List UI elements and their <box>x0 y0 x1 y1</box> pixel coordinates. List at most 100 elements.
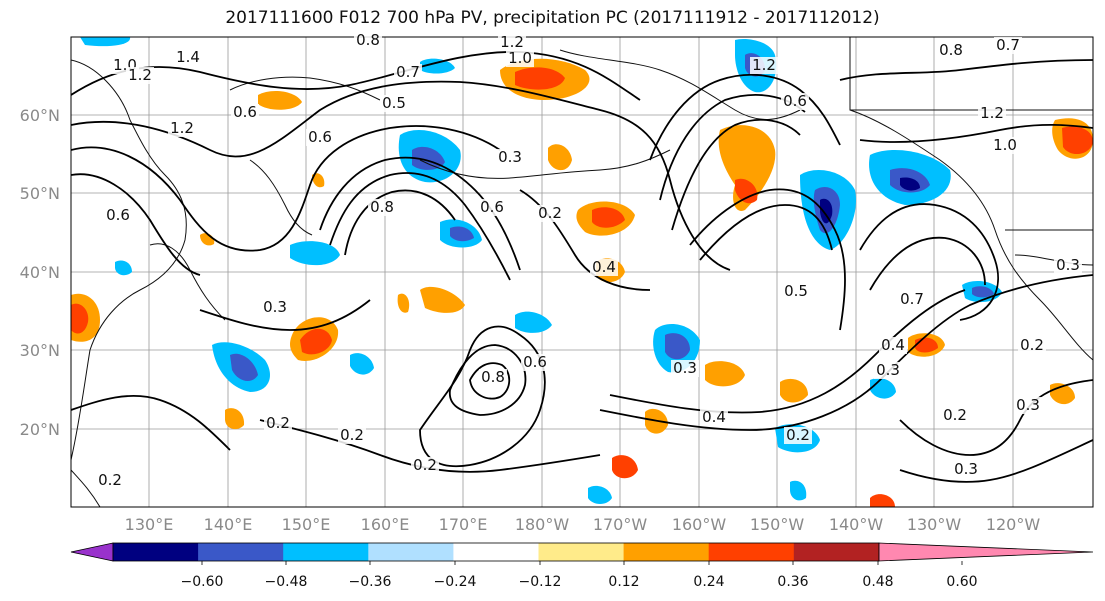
contour-label: 0.2 <box>340 426 364 444</box>
contour-label-bg <box>536 205 564 222</box>
na-coast <box>849 109 1093 361</box>
contour-label: 0.3 <box>954 460 978 478</box>
longitude-label: 130°E <box>125 515 174 534</box>
contour-label-bg <box>380 95 408 112</box>
contour-label-bg <box>506 50 534 67</box>
precip-anomaly-pos <box>780 378 808 403</box>
precip-anomaly-neg <box>515 311 552 333</box>
colorbar-segment <box>113 543 199 561</box>
contour-label: 0.8 <box>481 368 505 386</box>
pv-contour <box>859 123 1093 143</box>
contour-label: 0.2 <box>1020 336 1044 354</box>
contour-label-bg <box>231 104 259 121</box>
contour-labels: 1.01.21.40.8 1.21.00.70.50.61.2 0.60.80.60… <box>96 31 1082 489</box>
contour-label-bg <box>168 120 196 137</box>
contour-label-bg <box>952 461 980 478</box>
contour-label-bg <box>671 360 699 377</box>
precip-anomaly-neg <box>790 480 807 501</box>
colorbar-frame <box>112 542 880 562</box>
contour-label: 1.2 <box>980 104 1004 122</box>
pv-contour <box>199 299 371 331</box>
contour-label-bg <box>264 415 292 432</box>
pv-contour <box>71 80 731 271</box>
precip-anomaly-pos <box>548 144 572 171</box>
colorbar-segment <box>623 543 710 561</box>
contour-label-bg <box>411 457 439 474</box>
precip-anomaly-neg <box>1093 330 1100 345</box>
colorbar-segment <box>538 543 625 561</box>
colorbar-segment <box>368 543 454 561</box>
colorbar-tick-label: −0.48 <box>265 574 308 590</box>
contour-label-bg <box>1054 257 1082 274</box>
contour-label-bg <box>874 362 902 379</box>
contour-label: 0.6 <box>523 353 547 371</box>
precip-anomaly-pos <box>258 90 302 110</box>
pv-contour <box>448 344 527 416</box>
pv-contour <box>839 59 1093 81</box>
contour-label: 0.7 <box>396 63 420 81</box>
contour-label-bg <box>994 37 1022 54</box>
precip-anomaly-pos-core <box>71 303 89 334</box>
latitude-label: 30°N <box>20 341 60 360</box>
colorbar-tick-label: 0.24 <box>693 574 724 590</box>
contour-label: 0.4 <box>592 258 616 276</box>
precip-anomaly-neg <box>420 58 455 74</box>
colorbar: −0.60 −0.48 −0.36 −0.24 −0.12 0.12 0.24 0.36 0.4… <box>70 542 1094 590</box>
contour-label-bg <box>750 57 778 74</box>
precip-anomaly-pos <box>312 173 325 188</box>
pv-contour <box>899 439 1093 483</box>
longitude-label: 160°E <box>361 515 410 534</box>
contour-label-bg <box>782 283 810 300</box>
colorbar-extend-high <box>878 542 1094 562</box>
longitude-label: 140°W <box>829 515 884 534</box>
contour-label: 0.2 <box>413 456 437 474</box>
contour-label-bg <box>368 199 396 216</box>
contour-label: 0.6 <box>106 206 130 224</box>
precip-anomaly-neg-core <box>972 286 994 298</box>
contour-label: 0.3 <box>876 361 900 379</box>
pv-contour <box>609 289 966 414</box>
precip-anomaly-neg <box>80 37 131 47</box>
contour-label-bg <box>261 299 289 316</box>
contour-label: 0.8 <box>370 198 394 216</box>
contour-label: 0.2 <box>266 414 290 432</box>
contour-label: 0.3 <box>498 148 522 166</box>
contour-label: 1.2 <box>128 66 152 84</box>
latitude-labels: 60°N 50°N 40°N 30°N 20°N <box>20 106 60 439</box>
colorbar-tick-label: 0.12 <box>608 574 639 590</box>
precip-shading <box>71 37 1100 507</box>
contour-label: 0.6 <box>480 198 504 216</box>
border-line <box>1014 254 1093 266</box>
colorbar-segment <box>708 543 795 561</box>
contour-label-bg <box>174 49 202 66</box>
contour-label: 0.8 <box>939 41 963 59</box>
longitude-label: 170°W <box>593 515 648 534</box>
contour-label-bg <box>126 67 154 84</box>
map-title: 2017111600 F012 700 hPa PV, precipitatio… <box>225 8 880 28</box>
contour-label-bg <box>898 291 926 308</box>
colorbar-segment <box>793 543 880 561</box>
colorbar-tick-label: −0.24 <box>434 574 477 590</box>
latitude-label: 50°N <box>20 184 60 203</box>
pv-contour <box>469 362 511 400</box>
pv-contour <box>329 172 511 281</box>
precip-anomaly-pos-core <box>1062 126 1093 155</box>
latitude-label: 60°N <box>20 106 60 125</box>
contour-label: 1.4 <box>176 48 200 66</box>
precip-anomaly-pos <box>225 408 245 430</box>
precip-anomaly-pos <box>870 494 895 507</box>
kuril-coast <box>249 159 313 236</box>
pv-contour <box>689 188 846 331</box>
colorbar-tick-label: −0.36 <box>349 574 392 590</box>
pv-contour <box>699 204 833 261</box>
contour-label: 0.3 <box>263 298 287 316</box>
graticule <box>71 37 1093 507</box>
precip-anomaly-pos <box>612 455 638 479</box>
contour-label: 0.7 <box>900 290 924 308</box>
contour-label-bg <box>498 34 526 51</box>
contour-label-bg <box>590 259 618 276</box>
contour-label: 0.3 <box>1056 256 1080 274</box>
contour-label-bg <box>338 427 366 444</box>
contour-label: 1.2 <box>752 56 776 74</box>
contour-label: 0.8 <box>356 31 380 49</box>
